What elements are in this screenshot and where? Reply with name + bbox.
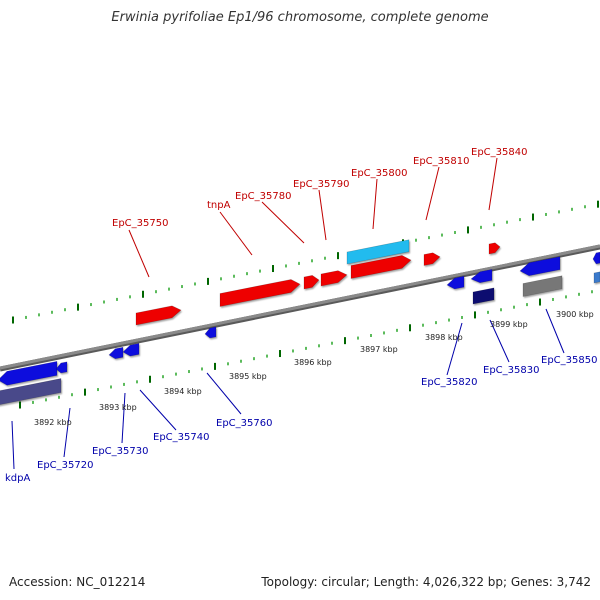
gene-blue-35820 — [446, 275, 465, 290]
gene-red-35840 — [488, 242, 501, 255]
gene-label-EpC_35840[interactable]: EpC_35840 — [471, 147, 527, 158]
gene-label-EpC_35800[interactable]: EpC_35800 — [351, 168, 407, 179]
reverse-tick-track — [19, 290, 593, 409]
gene-gray-35850 — [522, 275, 563, 297]
kbp-label-3895: 3895 kbp — [229, 372, 267, 381]
gene-features — [0, 239, 600, 405]
gene-red-35780 — [303, 275, 320, 290]
reverse-gene-labels: kdpA EpC_35720 EpC_35730 EpC_35740 EpC_3… — [5, 355, 597, 484]
chromosome-backbone — [0, 244, 600, 372]
gene-label-kdpA[interactable]: kdpA — [5, 473, 30, 484]
leader-35780 — [261, 201, 305, 244]
gene-label-EpC_35790[interactable]: EpC_35790 — [293, 179, 349, 190]
forward-tick-track — [12, 200, 599, 324]
gene-label-EpC_35830[interactable]: EpC_35830 — [483, 365, 539, 376]
kbp-label-3893: 3893 kbp — [99, 403, 137, 412]
leader-35790 — [318, 189, 327, 241]
kbp-label-3900: 3900 kbp — [556, 310, 594, 319]
gene-red-35810 — [423, 252, 441, 266]
kbp-label-3897: 3897 kbp — [360, 345, 398, 354]
gene-blue-35740 — [122, 342, 140, 357]
gene-label-EpC_35810[interactable]: EpC_35810 — [413, 156, 469, 167]
leader-35810 — [425, 166, 440, 221]
topology-text: Topology: circular; Length: 4,026,322 bp… — [261, 575, 591, 589]
leader-35830 — [489, 319, 510, 363]
gene-blue-35760 — [204, 326, 217, 339]
gene-slate-35720 — [0, 378, 62, 405]
gene-blue-edge — [592, 251, 600, 265]
leader-35800 — [372, 178, 378, 230]
accession-text: Accession: NC_012214 — [9, 575, 146, 589]
gene-label-EpC_35720[interactable]: EpC_35720 — [37, 460, 93, 471]
leader-35760 — [206, 372, 242, 415]
gene-blue-35730 — [108, 346, 124, 360]
leader-35730 — [121, 392, 126, 444]
kbp-label-3896: 3896 kbp — [294, 358, 332, 367]
gene-red-35790 — [320, 270, 348, 287]
gene-label-EpC_35850[interactable]: EpC_35850 — [541, 355, 597, 366]
leader-kdpA — [11, 420, 15, 470]
gene-red-tnpA — [219, 279, 301, 307]
leader-35740 — [139, 389, 177, 431]
gene-label-EpC_35780[interactable]: EpC_35780 — [235, 191, 291, 202]
gene-label-EpC_35760[interactable]: EpC_35760 — [216, 418, 272, 429]
gene-red-35800 — [350, 255, 412, 279]
kbp-label-3899: 3899 kbp — [490, 320, 528, 329]
leader-35720 — [63, 407, 71, 458]
gene-blue-small-1 — [55, 361, 68, 374]
forward-gene-labels: EpC_35750 tnpA EpC_35780 EpC_35790 EpC_3… — [112, 147, 527, 229]
gene-label-EpC_35750[interactable]: EpC_35750 — [112, 218, 168, 229]
leader-tnpA — [219, 211, 253, 256]
leader-35820 — [446, 322, 463, 376]
leader-35850 — [545, 308, 565, 354]
gene-label-EpC_35730[interactable]: EpC_35730 — [92, 446, 148, 457]
gene-blue-kdpA — [0, 360, 58, 386]
gene-lightblue-edge — [593, 271, 600, 284]
gene-red-35750 — [135, 305, 182, 326]
backbone-line — [0, 244, 600, 370]
kbp-label-3892: 3892 kbp — [34, 418, 72, 427]
map-title: Erwinia pyrifoliae Ep1/96 chromosome, co… — [111, 10, 489, 25]
kbp-labels: 3892 kbp 3893 kbp 3894 kbp 3895 kbp 3896… — [34, 310, 594, 427]
leader-35840 — [488, 157, 498, 211]
gene-blue-35830a — [470, 268, 493, 284]
kbp-label-3898: 3898 kbp — [425, 333, 463, 342]
kbp-label-3894: 3894 kbp — [164, 387, 202, 396]
gene-label-tnpA[interactable]: tnpA — [207, 200, 231, 211]
leader-35750 — [128, 229, 150, 278]
gene-label-EpC_35820[interactable]: EpC_35820 — [421, 377, 477, 388]
gene-label-EpC_35740[interactable]: EpC_35740 — [153, 432, 209, 443]
gene-cyan-35800 — [346, 239, 410, 265]
gene-blue-35850 — [519, 256, 561, 277]
label-leader-lines — [11, 157, 565, 470]
gene-navy-35830 — [472, 287, 495, 305]
